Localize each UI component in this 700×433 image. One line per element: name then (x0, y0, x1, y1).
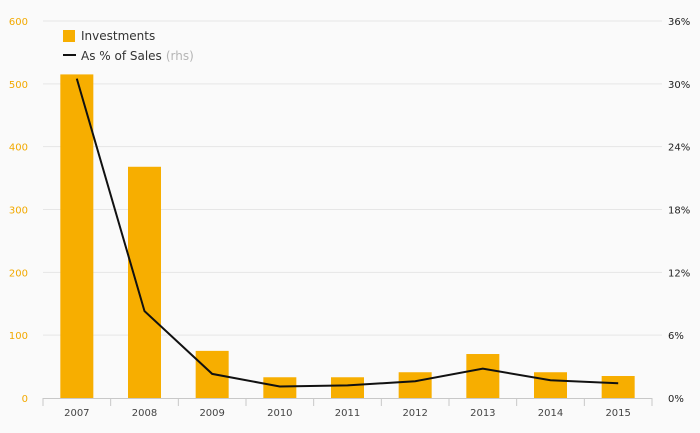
bar-series (60, 74, 635, 399)
bar-investments-2013 (466, 354, 500, 398)
bar-investments-2008 (128, 166, 161, 398)
legend: Investments As % of Sales (rhs) (63, 29, 194, 63)
left-tick-label: 400 (9, 143, 28, 154)
left-tick-label: 0 (22, 394, 28, 405)
x-tick-label: 2014 (538, 408, 563, 419)
bar-investments-2010 (263, 377, 297, 398)
left-tick-label: 500 (9, 80, 28, 91)
left-tick-label: 300 (9, 206, 28, 217)
right-tick-label: 30% (668, 80, 690, 91)
x-tick-label: 2010 (267, 408, 292, 419)
x-axis: 2007 2008 2009 2010 2011 2012 2013 2014 2015 (42, 398, 653, 419)
bar-investments-2011 (331, 377, 364, 398)
left-tick-label: 200 (9, 268, 28, 279)
x-tick-label: 2009 (199, 408, 224, 419)
bar-investments-2007 (60, 74, 94, 399)
right-tick-label: 6% (668, 331, 684, 342)
right-tick-label: 24% (668, 143, 690, 154)
legend-swatch-investments (63, 30, 75, 42)
bar-investments-2015 (601, 376, 635, 398)
x-tick-label: 2012 (402, 408, 427, 419)
left-tick-label: 600 (9, 17, 28, 28)
bar-investments-2012 (398, 372, 432, 398)
bar-investments-2014 (534, 372, 567, 398)
x-tick-label: 2013 (470, 408, 495, 419)
right-tick-label: 36% (668, 17, 690, 28)
left-axis: 0 100 200 300 400 500 600 (9, 17, 28, 405)
right-tick-label: 0% (668, 394, 684, 405)
x-tick-label: 2011 (335, 408, 360, 419)
sales-percent-line (75, 78, 619, 388)
legend-label-sales-percent: As % of Sales (rhs) (81, 49, 194, 63)
right-tick-label: 12% (668, 268, 690, 279)
right-axis: 0% 6% 12% 18% 24% 30% 36% (668, 17, 690, 405)
legend-label-rhs: (rhs) (166, 49, 194, 63)
right-tick-label: 18% (668, 206, 690, 217)
left-tick-label: 100 (9, 331, 28, 342)
legend-label-sales-percent-name: As % of Sales (81, 49, 162, 63)
x-tick-label: 2015 (605, 408, 630, 419)
x-tick-label: 2007 (64, 408, 89, 419)
x-tick-label: 2008 (132, 408, 157, 419)
legend-label-investments: Investments (81, 29, 155, 43)
